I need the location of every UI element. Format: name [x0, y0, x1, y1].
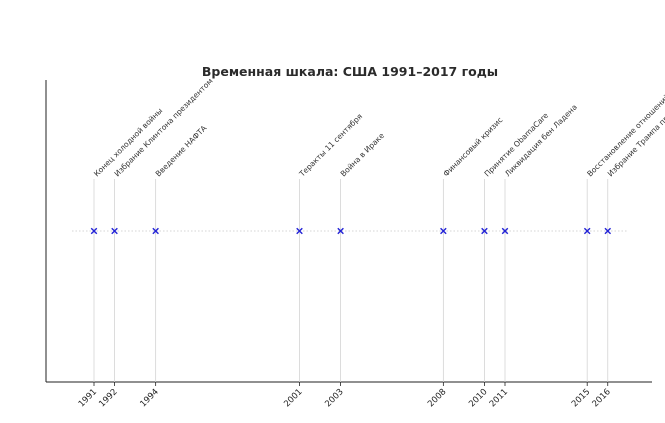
event-marker	[583, 227, 591, 235]
x-tick-label: 1992	[97, 387, 119, 409]
event-marker	[296, 227, 303, 235]
x-tick-label: 1994	[138, 387, 160, 409]
event-marker	[337, 227, 344, 235]
x-tick-label: 1991	[77, 387, 99, 409]
x-tick-label: 2008	[426, 387, 448, 409]
event-marker	[481, 227, 488, 235]
event-marker	[111, 227, 118, 235]
event-label: Война в Ираке	[339, 131, 387, 179]
x-tick-label: 2011	[488, 387, 510, 409]
event-marker	[440, 227, 447, 235]
x-tick-label: 2010	[467, 387, 489, 409]
x-tick-label: 2003	[323, 387, 345, 409]
event-marker	[501, 227, 509, 235]
event-marker	[90, 227, 98, 235]
x-tick-label: 2001	[282, 387, 304, 409]
x-tick-label: 2015	[570, 387, 592, 409]
chart-title: Временная шкала: США 1991–2017 годы	[202, 64, 498, 79]
x-tick-label: 2016	[590, 387, 612, 409]
event-marker	[604, 227, 612, 235]
event-marker	[152, 227, 159, 235]
